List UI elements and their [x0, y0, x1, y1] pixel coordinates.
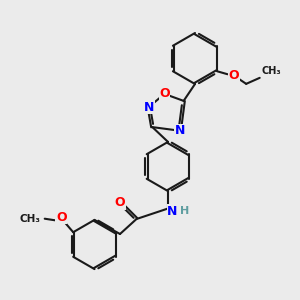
Text: H: H	[180, 206, 189, 217]
Text: O: O	[56, 211, 67, 224]
Text: O: O	[229, 69, 239, 82]
Text: CH₃: CH₃	[261, 66, 281, 76]
Text: N: N	[175, 124, 185, 137]
Text: O: O	[159, 87, 170, 101]
Text: CH₃: CH₃	[19, 214, 40, 224]
Text: O: O	[115, 196, 125, 209]
Text: N: N	[167, 205, 178, 218]
Text: N: N	[144, 100, 154, 113]
